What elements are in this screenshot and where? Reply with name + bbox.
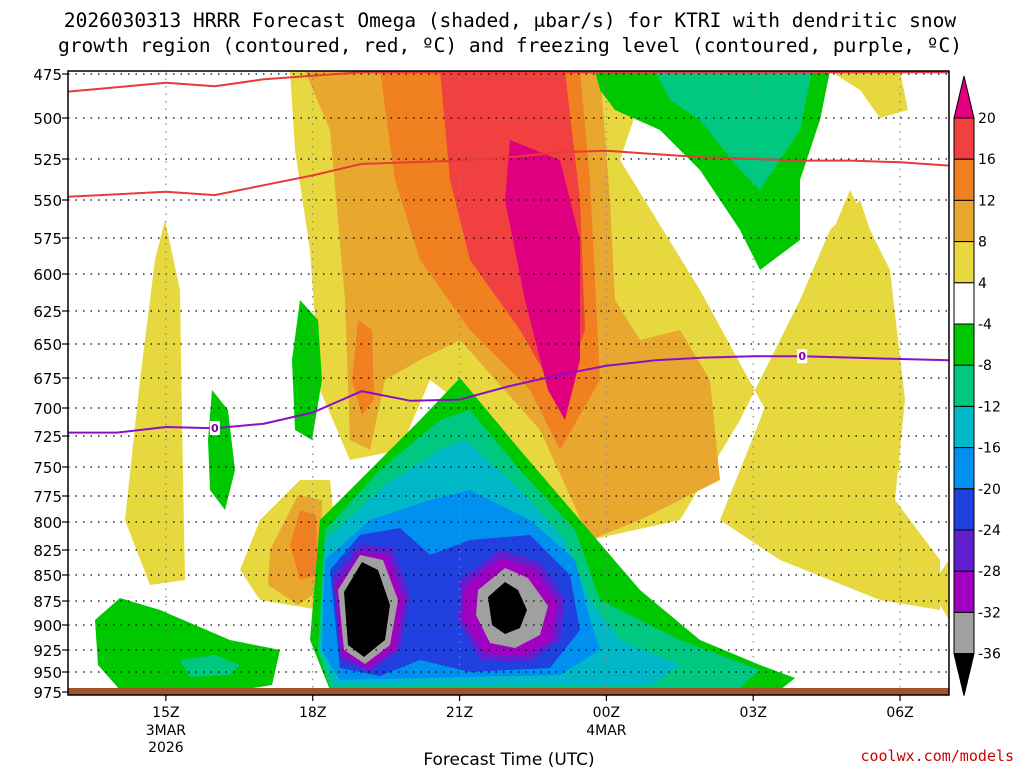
colorbar-label: 20 bbox=[978, 111, 996, 127]
y-tick-label: 600 bbox=[33, 266, 62, 284]
colorbar-bin bbox=[953, 323, 975, 366]
x-tick-label: 18Z bbox=[299, 705, 326, 721]
plot-area: 00 bbox=[67, 70, 950, 696]
y-tick-label: 800 bbox=[33, 514, 62, 532]
colorbar-bottom-triangle bbox=[953, 653, 975, 696]
y-tick-label: 900 bbox=[33, 617, 62, 635]
y-tick-label: 650 bbox=[33, 336, 62, 354]
colorbar-label: 12 bbox=[978, 193, 996, 209]
dendritic-isotherm-lower-line bbox=[68, 149, 949, 198]
colorbar-bin bbox=[953, 405, 975, 449]
colorbar-label: -32 bbox=[978, 605, 1001, 621]
colorbar-bin bbox=[953, 529, 975, 572]
y-tick-label: 950 bbox=[33, 664, 62, 682]
y-tick-label: 475 bbox=[33, 66, 62, 84]
y-tick-label: 975 bbox=[33, 684, 62, 702]
colorbar-label: -4 bbox=[978, 317, 992, 333]
ground-surface-band bbox=[68, 688, 949, 695]
colorbar-label: 16 bbox=[978, 152, 996, 168]
colorbar-bin bbox=[953, 611, 975, 655]
colorbar-bin bbox=[953, 117, 975, 160]
freezing-level-label-bg bbox=[797, 349, 808, 364]
colorbar: 20 16 12 8 4 -4 -8 -12 -16 -20 -24 -28 -32 -36 bbox=[953, 75, 1001, 696]
x-tick-year-label: 2026 bbox=[148, 740, 184, 756]
y-tick-label: 850 bbox=[33, 567, 62, 585]
omega-region-neg-4-8-b bbox=[208, 390, 235, 510]
x-tick-label: 21Z bbox=[446, 705, 473, 721]
chart-title-line-2: growth region (contoured, red, ºC) and f… bbox=[58, 34, 962, 57]
dendritic-isotherm-upper-line bbox=[68, 71, 949, 93]
colorbar-bin bbox=[953, 282, 975, 325]
omega-region-neg-32-36 bbox=[338, 555, 548, 664]
freezing-level-label-bg bbox=[209, 421, 220, 436]
colorbar-label: -8 bbox=[978, 358, 992, 374]
colorbar-label: -16 bbox=[978, 441, 1001, 457]
colorbar-label: 8 bbox=[978, 235, 987, 251]
omega-region-4-8-east bbox=[720, 190, 940, 610]
x-tick-label: 00Z bbox=[593, 705, 620, 721]
colorbar-label: -24 bbox=[978, 523, 1001, 539]
colorbar-top-triangle bbox=[953, 75, 975, 119]
y-tick-label: 500 bbox=[33, 110, 62, 128]
colorbar-bin bbox=[953, 199, 975, 243]
y-axis-pressure-ticks: 475 500 525 550 575 600 625 650 675 700 725 750 775 8… bbox=[33, 66, 68, 702]
colorbar-label: -28 bbox=[978, 564, 1001, 580]
y-tick-label: 925 bbox=[33, 642, 62, 660]
x-axis-label: Forecast Time (UTC) bbox=[423, 750, 594, 768]
y-tick-label: 675 bbox=[33, 370, 62, 388]
colorbar-label: -36 bbox=[978, 647, 1001, 663]
y-tick-label: 750 bbox=[33, 459, 62, 477]
colorbar-bin bbox=[953, 488, 975, 531]
x-tick-date-label: 3MAR bbox=[146, 723, 187, 739]
freezing-level-label: 0 bbox=[211, 422, 219, 435]
colorbar-label: -20 bbox=[978, 482, 1001, 498]
omega-region-4-8-west bbox=[125, 220, 185, 585]
omega-region-neg-4-8-a bbox=[292, 300, 322, 440]
y-tick-label: 825 bbox=[33, 542, 62, 560]
x-tick-label: 15Z bbox=[152, 705, 179, 721]
freezing-level-label: 0 bbox=[798, 350, 806, 363]
omega-region-below-36-west bbox=[344, 562, 390, 657]
x-tick-date-label: 4MAR bbox=[586, 723, 627, 739]
colorbar-label: 4 bbox=[978, 276, 987, 292]
freezing-level-labels: 00 bbox=[209, 349, 808, 436]
colorbar-bin bbox=[953, 570, 975, 613]
y-tick-label: 575 bbox=[33, 230, 62, 248]
y-tick-label: 725 bbox=[33, 428, 62, 446]
y-tick-label: 700 bbox=[33, 400, 62, 418]
colorbar-bin bbox=[953, 241, 975, 284]
omega-region-above-20 bbox=[505, 140, 580, 420]
x-tick-label: 06Z bbox=[886, 705, 913, 721]
omega-shading bbox=[95, 71, 949, 690]
omega-region-below-36-east bbox=[488, 582, 527, 634]
y-tick-label: 525 bbox=[33, 151, 62, 169]
colorbar-bin bbox=[953, 447, 975, 490]
colorbar-bin bbox=[953, 364, 975, 407]
y-tick-label: 875 bbox=[33, 593, 62, 611]
plot-frame bbox=[67, 70, 950, 696]
colorbar-bin bbox=[953, 158, 975, 201]
colorbar-label: -12 bbox=[978, 399, 1001, 415]
omega-region-neg-8-12-low bbox=[180, 655, 240, 677]
chart-title-line-1: 2026030313 HRRR Forecast Omega (shaded, … bbox=[64, 9, 956, 32]
x-tick-label: 03Z bbox=[740, 705, 767, 721]
omega-region-small-orange-b bbox=[290, 510, 318, 580]
y-tick-label: 550 bbox=[33, 192, 62, 210]
credit-text: coolwx.com/models bbox=[860, 747, 1014, 765]
y-tick-label: 625 bbox=[33, 303, 62, 321]
y-tick-label: 775 bbox=[33, 488, 62, 506]
